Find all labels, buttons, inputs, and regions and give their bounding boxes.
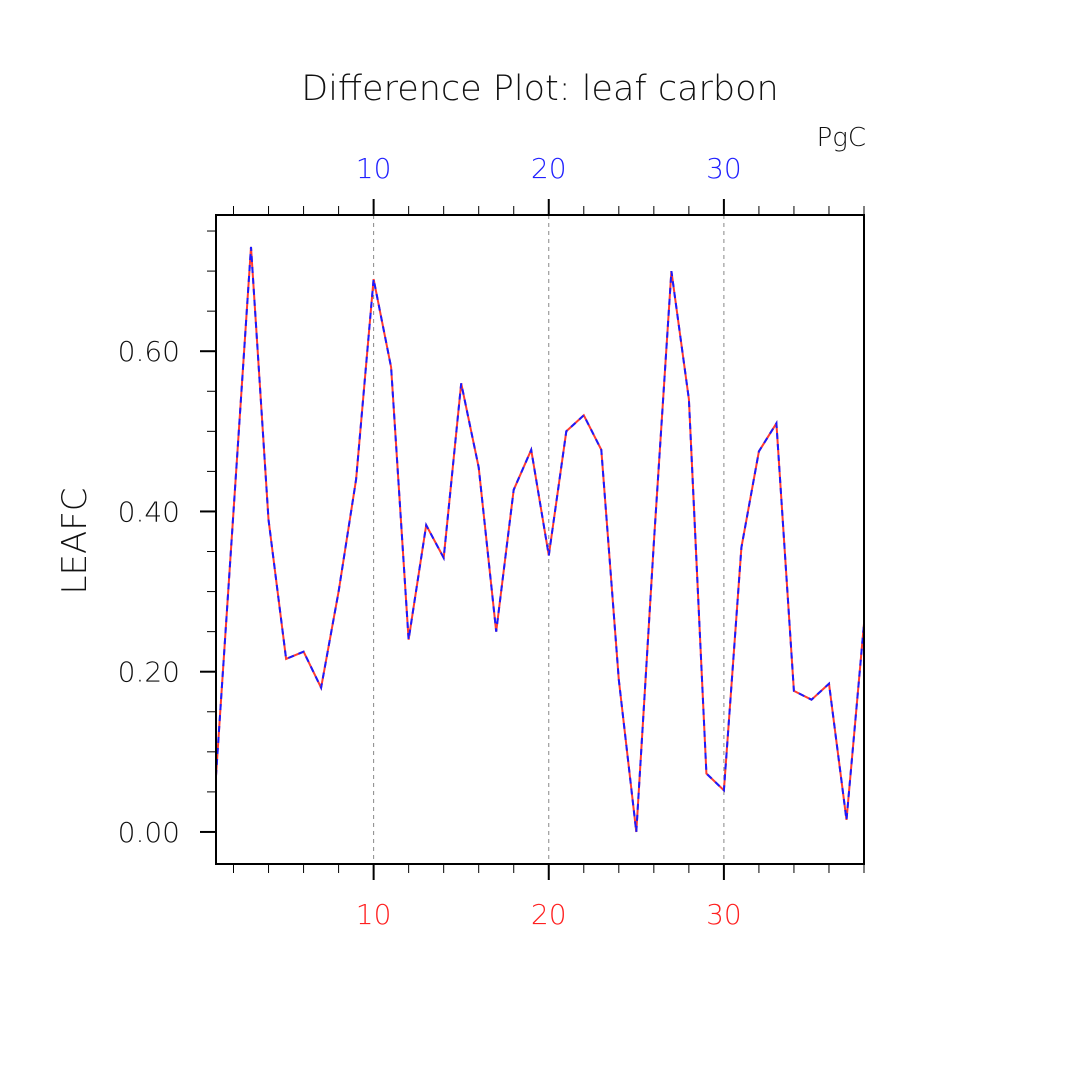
x-tick-label-top: 30 [706, 152, 742, 185]
series-lines [215, 246, 865, 833]
y-axis-label: LEAFC [55, 488, 95, 595]
plot-frame [215, 214, 865, 865]
x-tick-label-top: 20 [531, 152, 567, 185]
series-line-b [215, 246, 865, 833]
y-tick-label: 0.40 [118, 495, 180, 528]
units-label: PgC [817, 123, 866, 153]
tick-labels: 0.00 0.20 0.40 0.60 10 10 20 20 30 30 [118, 152, 742, 931]
x-tick-label-bottom: 20 [531, 898, 567, 931]
x-tick-label-top: 10 [356, 152, 392, 185]
grid-lines [373, 215, 725, 864]
x-tick-label-bottom: 10 [356, 898, 392, 931]
y-tick-label: 0.00 [118, 816, 180, 849]
x-tick-label-bottom: 30 [706, 898, 742, 931]
chart-title: Difference Plot: leaf carbon [301, 69, 779, 109]
series-line-a [215, 246, 865, 833]
y-tick-label: 0.60 [118, 335, 180, 368]
axis-ticks [200, 199, 865, 880]
y-tick-label: 0.20 [118, 656, 180, 689]
